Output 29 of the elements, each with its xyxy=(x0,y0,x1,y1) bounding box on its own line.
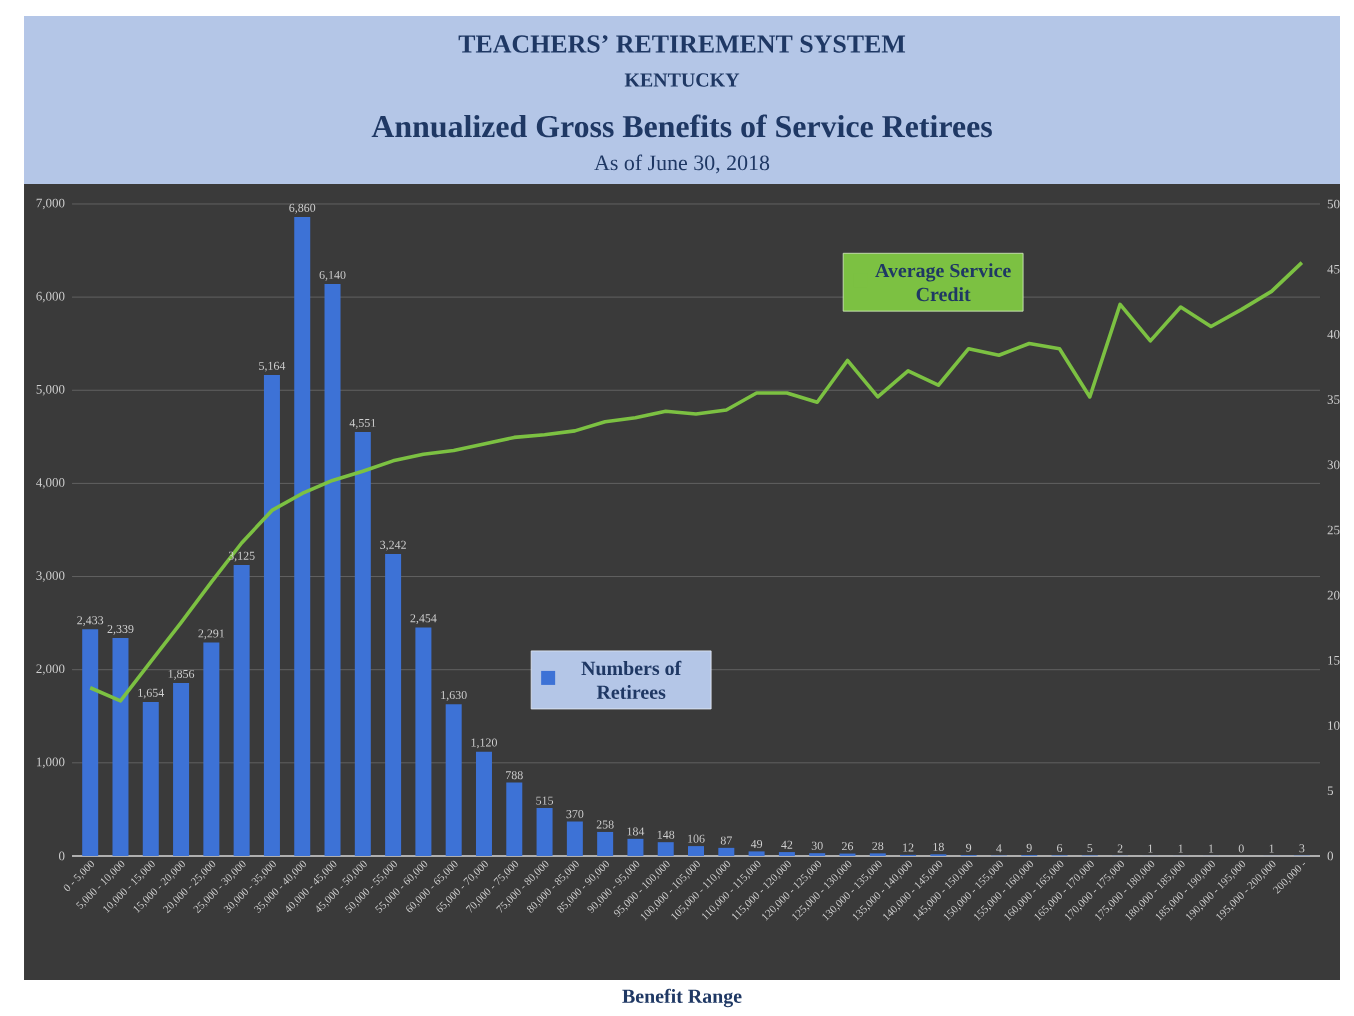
bar xyxy=(263,374,280,856)
bar xyxy=(657,842,674,856)
chart-title: Annualized Gross Benefits of Service Retirees xyxy=(371,114,992,138)
bar xyxy=(445,704,462,856)
chart-subtitle: As of June 30, 2018 xyxy=(594,154,770,174)
text: KENTUCKY xyxy=(624,73,740,87)
bar xyxy=(173,683,190,856)
bar xyxy=(597,831,614,856)
bar xyxy=(142,701,159,856)
bar xyxy=(718,847,735,856)
text: TEACHERS’ RETIREMENT SYSTEM xyxy=(458,35,906,53)
legend-label: Numbers of Retirees xyxy=(581,660,682,699)
bar xyxy=(233,564,250,856)
bar xyxy=(294,217,311,856)
bar xyxy=(566,821,583,856)
x-axis-title: Benefit Range xyxy=(622,988,742,1008)
bar xyxy=(536,808,553,856)
bar xyxy=(112,638,129,856)
bar xyxy=(627,838,644,856)
bar xyxy=(506,782,523,856)
text: Average Service Credit xyxy=(875,263,1011,302)
bar xyxy=(354,432,371,856)
bar xyxy=(385,554,402,856)
bar xyxy=(475,751,492,856)
bar xyxy=(415,627,432,856)
bar xyxy=(324,284,341,856)
bar xyxy=(203,642,220,856)
bar xyxy=(82,629,99,856)
bar xyxy=(688,846,705,856)
